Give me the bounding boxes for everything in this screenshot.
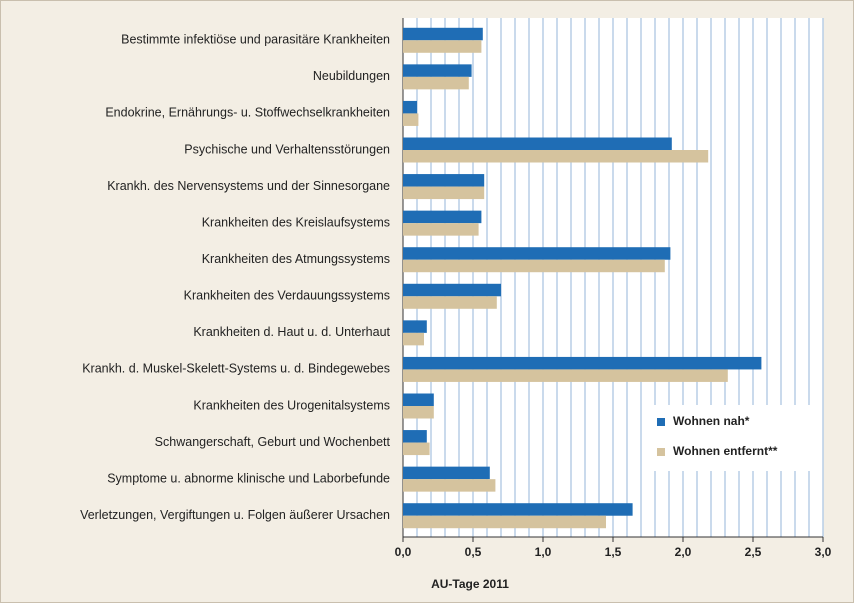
bar (403, 515, 606, 529)
bar (403, 174, 485, 187)
bar (403, 150, 709, 163)
bar (403, 259, 665, 273)
bar (403, 76, 469, 90)
bar (403, 503, 633, 516)
x-tick-label: 2,5 (745, 545, 762, 559)
y-tick-label: Krankheiten des Kreislaufsystems (202, 215, 390, 229)
bar (403, 186, 485, 200)
bar (403, 296, 497, 309)
y-tick-label: Psychische und Verhaltensstörungen (184, 142, 390, 156)
y-tick-label: Endokrine, Ernährungs- u. Stoffwechselkr… (105, 106, 390, 120)
bar (403, 320, 427, 333)
legend-label: Wohnen nah* (673, 414, 750, 428)
x-tick-label: 1,5 (605, 545, 622, 559)
bar (403, 137, 672, 150)
bar (403, 27, 483, 41)
y-tick-label: Krankh. d. Muskel-Skelett-Systems u. d. … (82, 362, 390, 376)
bar (403, 430, 427, 443)
y-tick-label: Neubildungen (313, 69, 390, 83)
bar (403, 356, 762, 370)
x-tick-label: 1,0 (535, 545, 552, 559)
bar (403, 210, 482, 224)
y-tick-label: Krankh. des Nervensystems und der Sinnes… (107, 179, 390, 193)
bar (403, 369, 728, 382)
bar (403, 40, 482, 53)
y-tick-label: Bestimmte infektiöse und parasitäre Kran… (121, 33, 390, 47)
legend-label: Wohnen entfernt** (673, 444, 778, 458)
bar (403, 406, 434, 419)
legend-swatch (657, 418, 665, 426)
y-tick-label: Schwangerschaft, Geburt und Wochenbett (155, 435, 391, 449)
bar (403, 466, 490, 480)
legend-swatch (657, 448, 665, 456)
bar (403, 100, 417, 114)
y-tick-label: Krankheiten des Urogenitalsystems (193, 398, 390, 412)
x-tick-label: 3,0 (815, 545, 832, 559)
x-tick-label: 0,5 (465, 545, 482, 559)
y-tick-label: Krankheiten d. Haut u. d. Unterhaut (193, 325, 390, 339)
bar (403, 332, 424, 346)
bar (403, 283, 501, 297)
y-tick-label: Krankheiten des Verdauungssystems (184, 289, 390, 303)
bar (403, 247, 671, 260)
legend-box (645, 405, 817, 471)
y-tick-label: Symptome u. abnorme klinische und Laborb… (107, 471, 390, 485)
bar (403, 479, 496, 492)
bar (403, 113, 419, 126)
x-tick-label: 2,0 (675, 545, 692, 559)
bar (403, 442, 430, 456)
x-tick-label: 0,0 (395, 545, 412, 559)
bar (403, 393, 434, 406)
x-axis-label: AU-Tage 2011 (431, 577, 509, 591)
y-tick-label: Krankheiten des Atmungssystems (202, 252, 390, 266)
y-tick-label: Verletzungen, Vergiftungen u. Folgen äuß… (80, 508, 390, 522)
bar (403, 64, 472, 77)
bar (403, 223, 479, 236)
